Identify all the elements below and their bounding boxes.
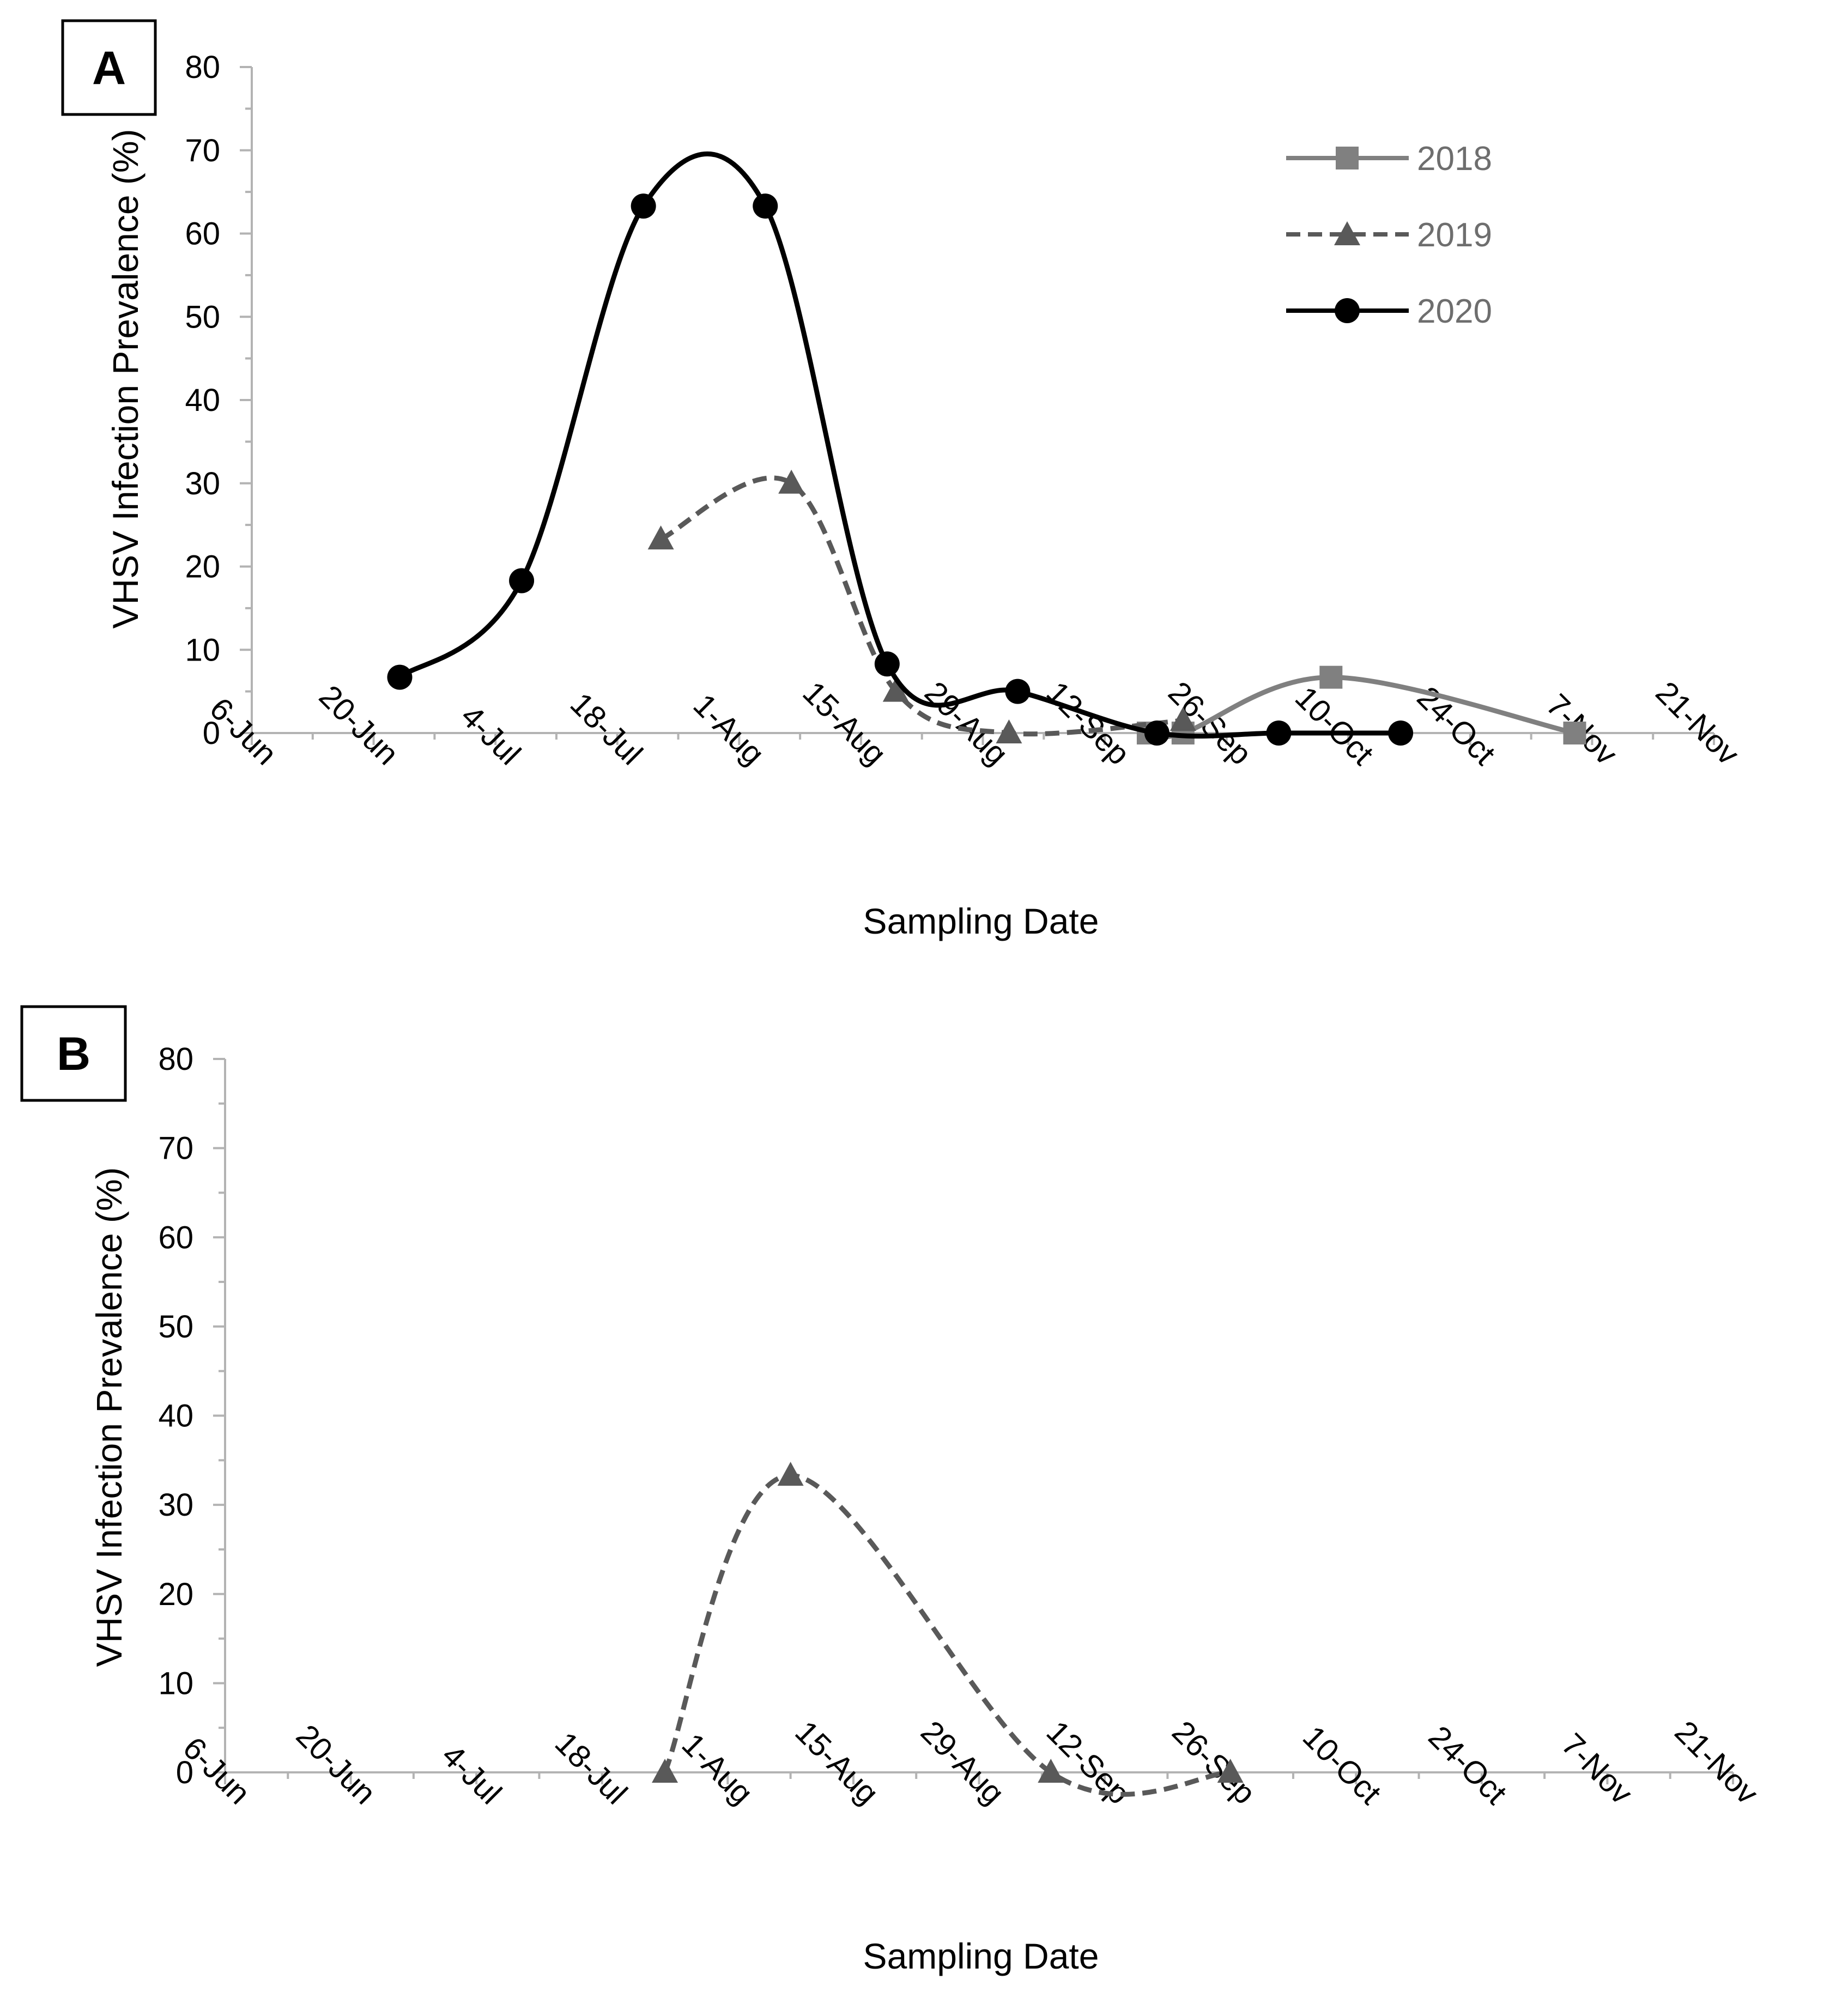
panel-a-y-tick-label: 10	[185, 632, 220, 668]
panel-a-data-point-2020	[1005, 679, 1031, 704]
panel-a-y-tick-label: 80	[185, 50, 220, 85]
panel-a-data-point-2019	[647, 525, 674, 550]
panel-b-y-tick-label: 20	[158, 1577, 193, 1612]
panel-a-y-tick-label: 20	[185, 549, 220, 585]
panel-a-x-tick-label: 21-Nov	[1649, 675, 1746, 772]
panel-a-y-tick-label: 70	[185, 133, 220, 168]
panel-b-y-tick-label: 80	[158, 1042, 193, 1077]
legend-label-2018: 2018	[1417, 140, 1492, 178]
panel-b-data-point-2019	[1038, 1759, 1064, 1783]
panel-b-x-tick-label: 29-Aug	[914, 1714, 1011, 1811]
panel-b-y-ticks: 0 10 20 30 40 50 60 70 80	[158, 1042, 225, 1790]
panel-b-series	[652, 1462, 1244, 1797]
legend-marker-2019	[1334, 221, 1360, 245]
panel-a-x-axis-title: Sampling Date	[863, 901, 1099, 941]
panel-b-label-box	[20, 1005, 127, 1102]
panel-b-y-tick-label: 0	[176, 1755, 193, 1790]
panel-b-axes	[224, 1059, 1733, 1773]
panel-b-x-ticks: 6-Jun 20-Jun 4-Jul 18-Jul 1-Aug 15-Aug 29-Aug 1…	[176, 1714, 1765, 1811]
panel-b-x-tick-label: 24-Oct	[1422, 1719, 1514, 1811]
panel-b-data-point-2019	[777, 1462, 804, 1486]
panel-a-y-axis-title: VHSV Infection Prevalence (%)	[105, 129, 146, 628]
panel-b-y-tick-label: 30	[158, 1487, 193, 1523]
panel-b-letter: B	[57, 1028, 90, 1080]
panel-a-data-point-2020	[509, 568, 535, 594]
panel-b-x-axis-title: Sampling Date	[863, 1936, 1099, 1976]
panel-b-x-tick-label: 18-Jul	[548, 1725, 634, 1812]
panel-b-x-tick-label: 4-Jul	[435, 1737, 508, 1811]
panel-a-data-point-2020	[1144, 721, 1170, 746]
panel-a-y-tick-label: 40	[185, 383, 220, 418]
panel-a-axes	[251, 67, 1714, 734]
legend-marker-2018	[1336, 147, 1359, 169]
legend-label-2020: 2020	[1417, 293, 1492, 330]
panel-a-data-point-2020	[1388, 721, 1414, 746]
panel-b-x-tick-label: 10-Oct	[1296, 1719, 1388, 1811]
panel-b-y-tick-label: 50	[158, 1309, 193, 1345]
panel-a-data-point-2020	[631, 193, 656, 219]
panel-b-x-tick-label: 7-Nov	[1555, 1727, 1639, 1811]
panel-a-y-ticks: 0 10 20 30 40 50 60 70 80	[185, 50, 252, 751]
legend-label-2019: 2019	[1417, 216, 1492, 254]
panel-a-y-tick-label: 30	[185, 466, 220, 501]
panel-a-letter: A	[92, 42, 126, 94]
panel-a-data-point-2019	[1170, 707, 1196, 731]
panel-a-data-point-2019	[996, 719, 1022, 743]
panel-a-x-tick-label: 4-Jul	[454, 698, 528, 772]
panel-b-y-tick-label: 60	[158, 1220, 193, 1255]
panel-b-data-point-2019	[652, 1759, 678, 1783]
panel-a-data-point-2020	[753, 193, 778, 219]
panel-b-series-line-2019	[662, 1473, 1231, 1797]
panel-a-label-box	[61, 19, 157, 116]
panel-a-data-point-2020	[874, 651, 900, 677]
panel-a-y-tick-label: 0	[203, 716, 220, 751]
panel-a-series-line-2020	[398, 152, 1401, 739]
panel-b-y-tick-label: 10	[158, 1666, 193, 1701]
panel-a-data-point-2018	[1563, 722, 1586, 744]
panel-a-data-point-2018	[1319, 665, 1343, 689]
panel-a-x-tick-label: 20-Jun	[312, 679, 405, 772]
panel-a-data-point-2019	[778, 469, 805, 494]
panel-b-x-tick-label: 20-Jun	[289, 1718, 383, 1811]
panel-b-y-axis-title: VHSV Infection Prevalence (%)	[89, 1167, 129, 1667]
panel-b-x-tick-label: 26-Sep	[1165, 1714, 1262, 1811]
panel-a-legend: 2018 2019 2020	[1286, 140, 1492, 330]
panel-b-data-point-2019	[1217, 1759, 1244, 1783]
panel-b-x-tick-label: 1-Aug	[675, 1727, 760, 1811]
panel-a-x-tick-label: 10-Oct	[1288, 680, 1380, 772]
panel-b-x-tick-label: 21-Nov	[1668, 1714, 1765, 1811]
panel-b-y-tick-label: 70	[158, 1131, 193, 1166]
panel-a-data-point-2019	[882, 677, 909, 702]
panel-b-x-tick-label: 15-Aug	[788, 1714, 885, 1811]
panel-a-series	[387, 152, 1586, 746]
panel-a-data-point-2020	[1266, 721, 1292, 746]
panel-a-x-tick-label: 15-Aug	[796, 675, 893, 772]
panel-a-y-tick-label: 50	[185, 299, 220, 335]
panel-a-x-ticks: 6-Jun 20-Jun 4-Jul 18-Jul 1-Aug 15-Aug 29-Aug 1…	[203, 675, 1746, 772]
panel-a-y-tick-label: 60	[185, 216, 220, 252]
panel-a-x-tick-label: 18-Jul	[564, 686, 650, 772]
panel-a-x-tick-label: 1-Aug	[687, 687, 771, 772]
legend-marker-2020	[1335, 298, 1360, 323]
panel-a-data-point-2020	[387, 664, 413, 690]
panel-b-y-tick-label: 40	[158, 1398, 193, 1434]
